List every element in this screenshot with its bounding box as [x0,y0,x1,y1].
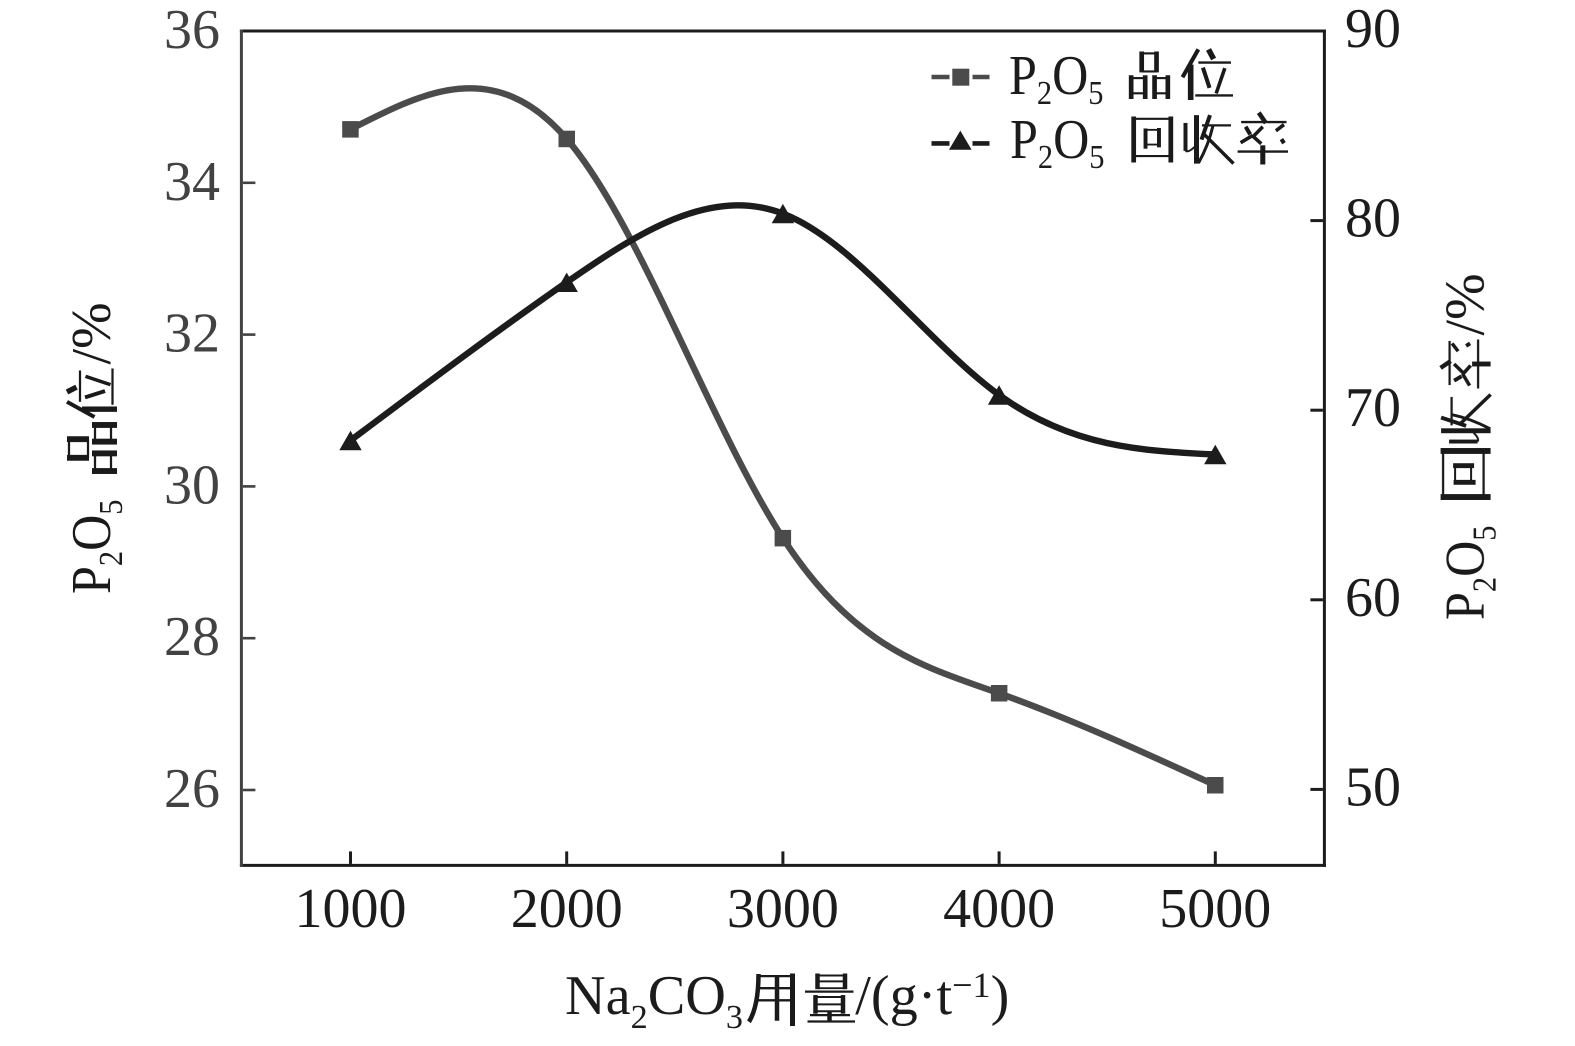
svg-text:30: 30 [164,454,220,516]
svg-text:P2O5: P2O5 [61,500,130,595]
svg-text:34: 34 [164,151,220,213]
svg-text:70: 70 [1345,377,1401,439]
svg-text:P2O5: P2O5 [1010,109,1105,176]
svg-text:60: 60 [1345,567,1401,629]
svg-text:50: 50 [1345,756,1401,818]
svg-text:1000: 1000 [295,878,407,940]
svg-text:/%: /% [1435,273,1497,335]
svg-text:36: 36 [164,0,220,61]
svg-text:3000: 3000 [727,878,839,940]
svg-text:2000: 2000 [511,878,623,940]
svg-text:4000: 4000 [943,878,1055,940]
svg-text:5000: 5000 [1159,878,1271,940]
svg-text:90: 90 [1345,0,1401,60]
svg-text:/%: /% [61,302,123,364]
svg-text:32: 32 [164,303,220,365]
svg-text:26: 26 [164,758,220,820]
svg-text:28: 28 [164,606,220,668]
svg-text:Na2CO3: Na2CO3 [565,965,743,1036]
svg-text:P2O5: P2O5 [1435,526,1504,621]
svg-text:80: 80 [1345,188,1401,250]
svg-text:P2O5: P2O5 [1009,45,1104,112]
